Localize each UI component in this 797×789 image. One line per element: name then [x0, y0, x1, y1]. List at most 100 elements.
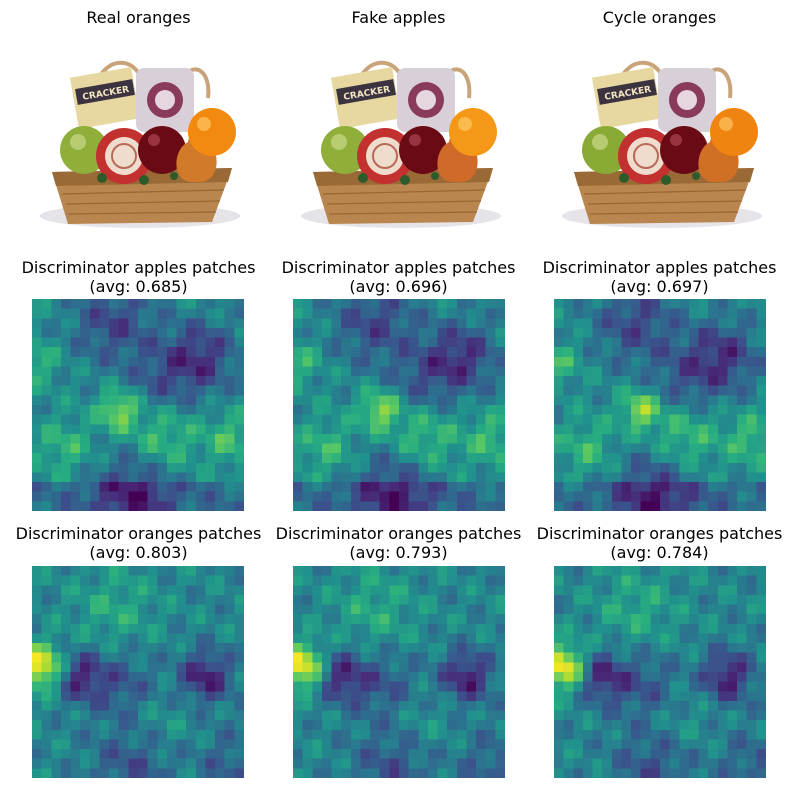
heatmap-cell — [195, 472, 207, 483]
heatmap-cell — [456, 472, 468, 483]
heatmap-cell — [746, 356, 757, 368]
heatmap-cell — [215, 681, 226, 692]
heatmap-cell — [205, 681, 216, 692]
heatmap-cell — [456, 424, 468, 435]
heatmap-cell — [186, 585, 197, 596]
heatmap-cell — [70, 462, 81, 474]
heatmap-cell — [234, 482, 244, 493]
heatmap-cell — [669, 585, 680, 596]
heatmap-cell — [70, 575, 81, 586]
heatmap-cell — [669, 453, 680, 464]
heatmap-cell — [418, 662, 429, 673]
heatmap-cell — [437, 318, 448, 329]
heatmap-cell — [660, 424, 671, 435]
heatmap-cell — [640, 700, 651, 712]
heatmap-cell — [60, 347, 72, 358]
heatmap-cell — [737, 729, 748, 741]
heatmap-cell — [224, 575, 235, 586]
heatmap-cell — [621, 633, 632, 644]
heatmap-cell — [70, 691, 81, 702]
heatmap-cell — [708, 433, 719, 445]
heatmap-cell — [80, 318, 91, 329]
heatmap-cell — [631, 566, 642, 577]
heatmap-cell — [717, 633, 729, 644]
heatmap-cell — [727, 720, 738, 731]
heatmap-cell — [89, 566, 101, 577]
heatmap-cell — [341, 691, 352, 702]
heatmap-cell — [727, 566, 738, 577]
heatmap-cell — [341, 662, 352, 673]
heatmap-cell — [611, 414, 623, 425]
heatmap-cell — [215, 501, 226, 511]
heatmap-cell — [456, 614, 468, 625]
heatmap-cell — [224, 356, 235, 368]
heatmap-cell — [32, 472, 43, 483]
heatmap-cell — [582, 739, 594, 750]
heatmap-cell — [99, 453, 110, 464]
heatmap-cell — [51, 385, 62, 396]
heatmap-cell — [32, 337, 43, 348]
heatmap-cell — [399, 575, 410, 586]
heatmap-cell — [611, 337, 623, 348]
heatmap-cell — [456, 414, 468, 425]
heatmap-cell — [32, 614, 43, 625]
heatmap-cell — [99, 575, 110, 586]
heatmap-cell — [717, 366, 729, 377]
heatmap-cell — [447, 337, 458, 348]
heatmap-cell — [138, 643, 149, 654]
heatmap-cell — [166, 308, 178, 319]
heatmap-cell — [582, 681, 594, 692]
heatmap-cell — [621, 604, 632, 615]
heatmap-cell — [679, 462, 690, 474]
heatmap-cell — [195, 327, 207, 339]
heatmap-cell — [89, 633, 101, 644]
heatmap-cell — [51, 566, 62, 577]
heatmap-cell — [746, 472, 757, 483]
heatmap-cell — [51, 691, 62, 702]
heatmap-cell — [147, 594, 158, 606]
heatmap-cell — [427, 491, 439, 502]
heatmap-cell — [669, 710, 680, 721]
heatmap-cell — [563, 318, 574, 329]
heatmap-cell — [495, 749, 505, 760]
heatmap-cell — [186, 327, 197, 339]
heatmap-cell — [166, 385, 178, 396]
heatmap-cell — [631, 585, 642, 596]
heatmap-cell — [60, 405, 72, 416]
heatmap-cell — [573, 614, 584, 625]
heatmap-cell — [592, 356, 603, 368]
patch-heatmap — [32, 566, 244, 778]
heatmap-cell — [370, 758, 381, 769]
heatmap-cell — [650, 318, 661, 329]
heatmap-cell — [70, 739, 81, 750]
heatmap-cell — [370, 299, 381, 310]
heatmap-cell — [379, 614, 390, 625]
heatmap-cell — [418, 720, 429, 731]
heatmap-cell — [592, 672, 603, 683]
heatmap-cell — [563, 453, 574, 464]
heatmap-cell — [456, 710, 468, 721]
heatmap-cell — [370, 729, 381, 741]
heatmap-cell — [370, 614, 381, 625]
heatmap-cell — [195, 749, 207, 760]
heatmap-cell — [215, 424, 226, 435]
heatmap-cell — [660, 405, 671, 416]
heatmap-cell — [621, 366, 632, 377]
heatmap-cell — [51, 462, 62, 474]
heatmap-cell — [147, 662, 158, 673]
heatmap-cell — [166, 443, 178, 454]
heatmap-cell — [370, 414, 381, 425]
heatmap-cell — [205, 729, 216, 741]
heatmap-cell — [466, 681, 477, 692]
heatmap-cell — [195, 482, 207, 493]
basket-photo: CRACKER — [554, 32, 766, 244]
heatmap-cell — [302, 614, 313, 625]
heatmap-cell — [708, 643, 719, 654]
heatmap-cell — [437, 652, 448, 663]
heatmap-cell — [205, 424, 216, 435]
heatmap-cell — [312, 376, 323, 387]
heatmap-cell — [495, 356, 505, 368]
heatmap-cell — [427, 356, 439, 368]
heatmap-cell — [41, 347, 52, 358]
heatmap-cell — [89, 729, 101, 741]
